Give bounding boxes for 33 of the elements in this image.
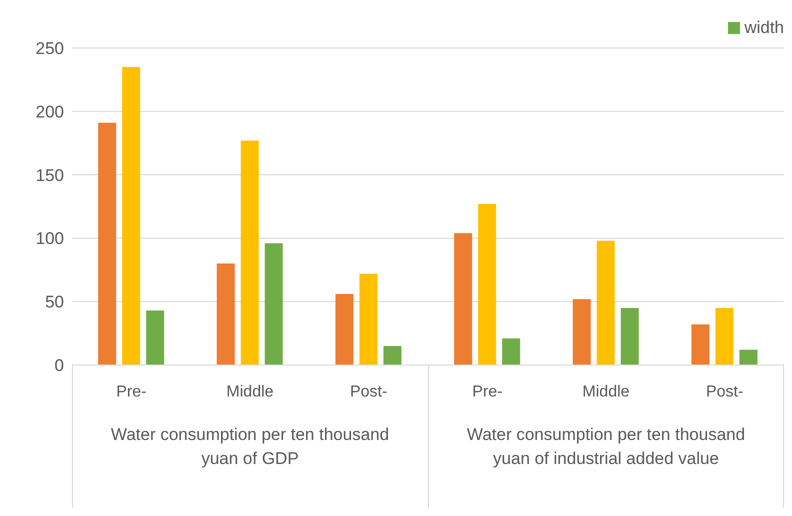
x-tick-label: Pre-: [472, 383, 502, 400]
text: Water consumption per ten thousand yuan of industrial added value: [466, 424, 746, 470]
bar: [383, 346, 402, 365]
y-tick-label: 200: [36, 102, 64, 122]
x-tick-label: Pre-: [116, 383, 146, 400]
bar: [216, 264, 235, 365]
y-tick-label: 50: [45, 292, 64, 312]
bar: [98, 122, 116, 365]
bar: [596, 240, 615, 365]
y-tick-label: 0: [54, 356, 64, 376]
y-tick-label: 150: [36, 166, 64, 185]
bar: [122, 67, 140, 365]
y-tick-label: 100: [36, 229, 64, 248]
bar: [502, 338, 520, 365]
x-tick-label: Middle: [226, 383, 274, 400]
legend-label: width: [744, 18, 784, 38]
bar: [572, 299, 591, 365]
bar: [454, 233, 472, 365]
y-tick-label: 250: [36, 39, 64, 58]
x-tick-label: Middle: [582, 383, 630, 400]
bar: [620, 308, 639, 365]
x-tick-label: Post-: [706, 383, 744, 400]
bar: [146, 310, 164, 365]
x-tick-label: Post-: [350, 383, 388, 400]
bar: [478, 204, 496, 365]
bar: [359, 274, 378, 365]
text: Water consumption per ten thousand yuan of GDP: [110, 424, 390, 470]
bar: [739, 350, 758, 365]
bar: [335, 294, 354, 365]
bar: [240, 140, 259, 365]
bar: [715, 308, 734, 365]
bar: [264, 243, 283, 365]
bar: [691, 324, 710, 365]
